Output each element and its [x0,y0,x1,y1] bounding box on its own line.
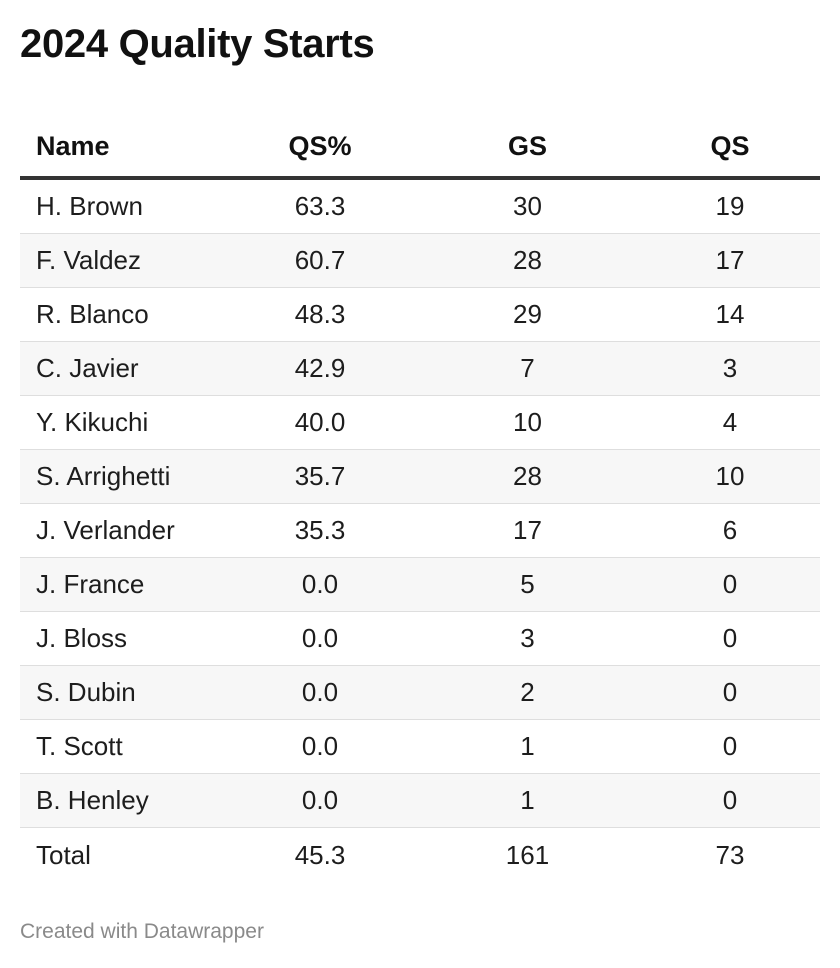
table-body: H. Brown 63.3 30 19 F. Valdez 60.7 28 17 R. Blan… [20,180,820,882]
cell-qs-pct: 35.3 [294,515,346,545]
column-header-qs-pct[interactable]: QS% [288,130,352,161]
cell-name: J. Verlander [36,515,175,545]
cell-name: B. Henley [36,785,149,815]
cell-qs: 0 [722,785,738,815]
table-row: J. Verlander 35.3 17 6 [20,504,820,558]
cell-qs-pct: 0.0 [301,677,339,707]
cell-name: S. Dubin [36,677,136,707]
cell-name: T. Scott [36,731,123,761]
column-header-gs[interactable]: GS [507,130,547,161]
cell-gs: 30 [513,191,542,221]
table-row: S. Arrighetti 35.7 28 10 [20,450,820,504]
table-row: F. Valdez 60.7 28 17 [20,234,820,288]
cell-qs: 19 [715,191,745,221]
cell-name: J. Bloss [36,623,128,653]
cell-qs: 6 [722,515,738,545]
cell-name: F. Valdez [36,245,142,275]
cell-qs: 17 [715,245,745,275]
cell-name: J. France [36,569,145,599]
table-row: S. Dubin 0.0 2 0 [20,666,820,720]
cell-qs-pct: 45.3 [294,839,346,870]
cell-gs: 2 [520,677,535,707]
cell-qs-pct: 40.0 [294,407,346,437]
table-row: T. Scott 0.0 1 0 [20,720,820,774]
cell-qs: 73 [715,839,745,870]
cell-name: Total [36,839,91,870]
table-row: R. Blanco 48.3 29 14 [20,288,820,342]
cell-qs: 0 [722,569,738,599]
cell-qs: 0 [722,677,738,707]
cell-qs-pct: 0.0 [301,623,339,653]
datawrapper-credit: Created with Datawrapper [20,920,264,943]
cell-qs: 14 [715,299,745,329]
cell-gs: 1 [520,731,535,761]
table-total-row: Total 45.3 161 73 [20,828,820,882]
table-row: H. Brown 63.3 30 19 [20,180,820,234]
column-header-name[interactable]: Name [36,130,110,161]
cell-qs: 0 [722,731,738,761]
cell-gs: 7 [520,353,535,383]
cell-gs: 17 [513,515,542,545]
table-row: B. Henley 0.0 1 0 [20,774,820,828]
cell-gs: 29 [513,299,542,329]
cell-name: R. Blanco [36,299,149,329]
cell-name: Y. Kikuchi [36,407,149,437]
cell-gs: 3 [520,623,535,653]
cell-qs-pct: 42.9 [294,353,346,383]
table-row: J. France 0.0 5 0 [20,558,820,612]
table-row: C. Javier 42.9 7 3 [20,342,820,396]
cell-name: H. Brown [36,191,143,221]
quality-starts-table: Name QS% GS QS H. Brown 63.3 30 19 F. Valdez… [20,116,820,882]
cell-qs-pct: 60.7 [294,245,346,275]
cell-gs: 28 [513,461,542,491]
table-header-row: Name QS% GS QS [20,116,820,180]
cell-qs: 4 [722,407,738,437]
chart-title: 2024 Quality Starts [20,22,375,66]
cell-qs-pct: 0.0 [301,731,339,761]
cell-gs: 1 [520,785,535,815]
table-row: J. Bloss 0.0 3 0 [20,612,820,666]
cell-qs-pct: 63.3 [294,191,346,221]
cell-gs: 5 [520,569,535,599]
cell-qs: 10 [715,461,745,491]
cell-qs: 3 [722,353,738,383]
cell-name: S. Arrighetti [36,461,171,491]
column-header-qs[interactable]: QS [710,130,750,161]
cell-qs-pct: 48.3 [294,299,346,329]
cell-gs: 28 [513,245,542,275]
table-row: Y. Kikuchi 40.0 10 4 [20,396,820,450]
cell-qs-pct: 35.7 [294,461,346,491]
cell-qs: 0 [722,623,738,653]
cell-gs: 161 [505,839,550,870]
cell-name: C. Javier [36,353,139,383]
cell-qs-pct: 0.0 [301,785,339,815]
cell-gs: 10 [513,407,542,437]
cell-qs-pct: 0.0 [301,569,339,599]
